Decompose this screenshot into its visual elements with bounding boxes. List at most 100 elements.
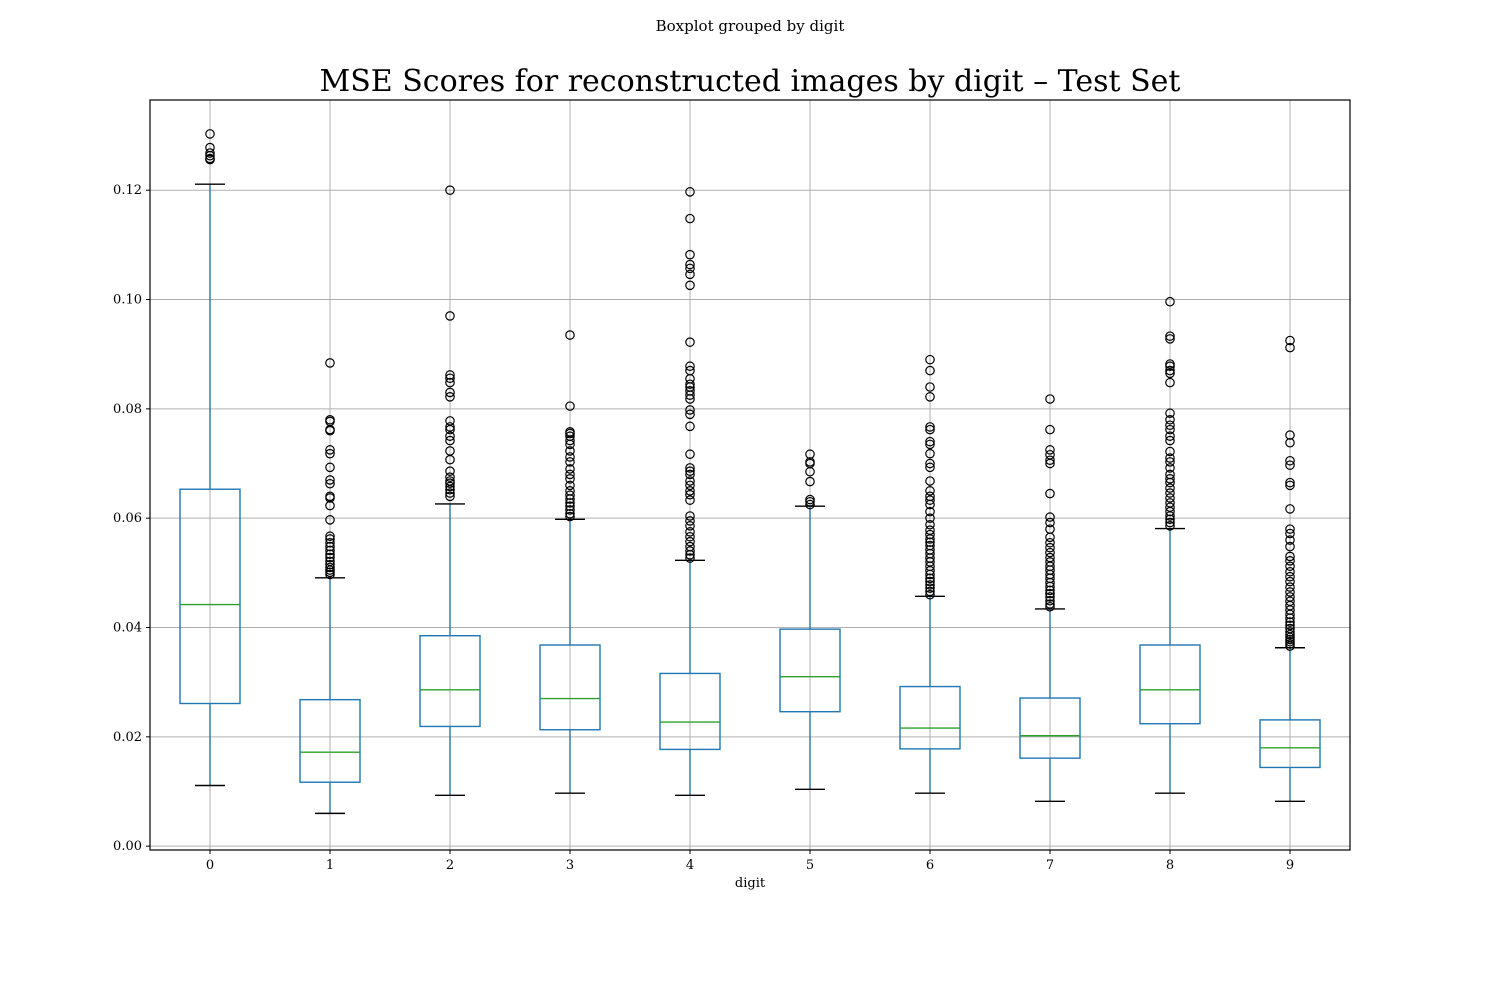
outlier-point (1165, 446, 1175, 457)
outlier-point (565, 457, 575, 467)
outlier-point (1045, 449, 1055, 460)
outlier-point (1165, 331, 1175, 341)
outlier-point (1165, 483, 1175, 493)
outlier-point (925, 365, 935, 376)
outlier-point (685, 527, 695, 537)
outlier-point (1285, 596, 1295, 607)
outlier-point (1045, 455, 1055, 466)
box-group-digit-2 (419, 185, 481, 797)
outlier-point (325, 491, 335, 502)
box-group-digit-9 (1259, 335, 1321, 803)
box-group-digit-4 (659, 187, 721, 797)
outlier-point (1045, 588, 1055, 599)
outlier-point (805, 494, 815, 505)
outlier-point (925, 540, 935, 551)
iqr-box (779, 628, 841, 713)
outlier-point (1045, 601, 1055, 612)
outlier-point (925, 448, 935, 459)
outlier-point (445, 422, 455, 432)
outlier-point (685, 421, 695, 432)
outlier-point (1045, 524, 1055, 534)
outlier-point (1165, 414, 1175, 425)
y-tick-label: 0.10 (113, 293, 142, 308)
outlier-point (1285, 620, 1295, 631)
outlier-point (325, 445, 335, 455)
outlier-point (1165, 424, 1175, 435)
iqr-box (539, 644, 601, 731)
outlier-point (925, 529, 935, 540)
outlier-point (685, 409, 695, 420)
outlier-point (1165, 514, 1175, 525)
outlier-point (445, 466, 455, 476)
outlier-point (925, 545, 935, 555)
outlier-point (565, 511, 575, 522)
outlier-point (805, 476, 815, 487)
box-group-digit-5 (779, 449, 841, 791)
outlier-point (445, 370, 455, 380)
outlier-point (925, 537, 935, 548)
outlier-point (565, 431, 575, 441)
x-tick-label: 8 (1166, 858, 1174, 873)
outlier-point (925, 382, 935, 392)
outlier-point (1165, 408, 1175, 419)
outlier-point (1045, 557, 1055, 567)
outlier-point (685, 521, 695, 531)
outlier-point (1285, 460, 1295, 470)
outlier-point (925, 458, 935, 469)
outlier-point (925, 513, 935, 523)
outlier-point (685, 541, 695, 552)
outlier-point (1045, 542, 1055, 553)
outlier-point (1285, 437, 1295, 448)
outlier-point (925, 476, 935, 486)
outlier-point (445, 472, 455, 482)
outlier-point (1165, 377, 1175, 388)
outlier-point (325, 541, 335, 552)
outlier-point (925, 495, 935, 505)
outlier-point (925, 436, 935, 447)
iqr-box (299, 698, 361, 783)
outlier-point (1165, 498, 1175, 508)
outlier-point (445, 185, 455, 195)
outlier-point (565, 501, 575, 511)
outlier-point (925, 462, 935, 473)
outlier-point (565, 464, 575, 474)
outlier-point (1165, 521, 1175, 531)
outlier-point (685, 469, 695, 480)
outlier-point (1165, 368, 1175, 379)
outlier-point (1045, 488, 1055, 499)
outlier-point (445, 387, 455, 398)
outlier-point (1045, 537, 1055, 548)
outlier-point (445, 476, 455, 486)
axes: 0.00 0.02 0.04 0.06 0.08 0.10 0.12 0 1 2 3 4 5 6 7 8 9 (113, 183, 1294, 873)
outlier-point (1285, 592, 1295, 602)
outlier-point (805, 499, 815, 510)
outlier-point (205, 153, 215, 164)
outlier-point (685, 476, 695, 486)
outlier-point (325, 478, 335, 489)
outlier-point (925, 491, 935, 502)
box-series (179, 129, 1321, 815)
outlier-point (205, 129, 215, 139)
outlier-point (1045, 512, 1055, 522)
outlier-point (1045, 592, 1055, 602)
outlier-point (325, 448, 335, 459)
outlier-point (1285, 556, 1295, 566)
outlier-point (1285, 587, 1295, 597)
outlier-point (925, 519, 935, 530)
outlier-point (1165, 469, 1175, 480)
outlier-point (685, 249, 695, 260)
box-group-digit-0 (179, 129, 241, 787)
outlier-point (1165, 420, 1175, 431)
outlier-point (685, 480, 695, 491)
x-tick-label: 5 (806, 858, 814, 873)
x-tick-label: 9 (1286, 858, 1294, 873)
outlier-point (925, 525, 935, 536)
outlier-point (685, 187, 695, 197)
x-tick-label: 2 (446, 858, 454, 873)
outlier-point (685, 361, 695, 372)
x-tick-label: 3 (566, 858, 574, 873)
outlier-point (205, 148, 215, 158)
outlier-point (685, 463, 695, 473)
outlier-point (445, 481, 455, 492)
